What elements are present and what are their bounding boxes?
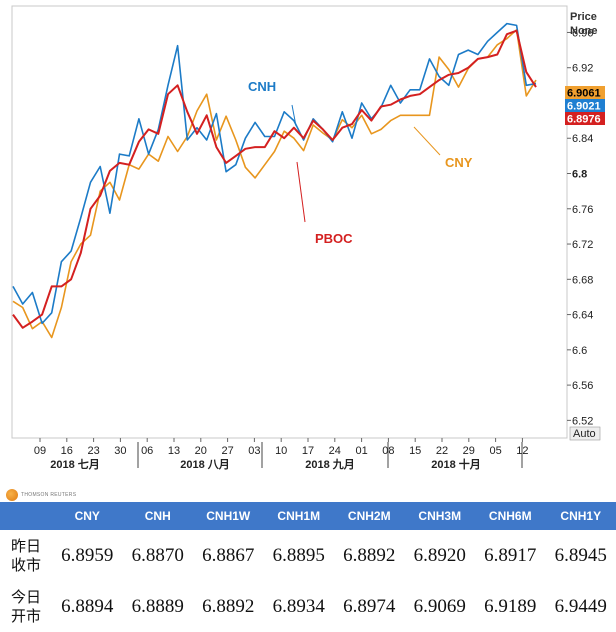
last-value-box [565,86,605,99]
x-tick-label: 23 [87,445,99,457]
column-header: CNH [122,502,193,530]
auto-scale-label: Auto [573,428,596,440]
logo-text: THOMSON REUTERS [21,492,77,498]
y-tick-label: 6.96 [572,27,593,39]
column-header: CNH1W [193,502,264,530]
table-cell: 6.9069 [404,581,475,632]
table-header-row: CNY CNH CNH1W CNH1M CNH2M CNH3M CNH6M CN… [0,502,616,530]
series-line-pboc [12,29,537,329]
table-cell: 6.8892 [334,530,405,581]
column-header: CNH2M [334,502,405,530]
table-cell: 6.9189 [475,581,546,632]
x-tick-label: 24 [329,445,341,457]
y-tick-label: 6.92 [572,63,593,75]
x-tick-label: 22 [436,445,448,457]
cny-series-label: CNY [445,155,473,170]
table-cell: 6.8870 [122,530,193,581]
y-tick-label: 6.64 [572,310,593,322]
y-tick-label: 6.56 [572,380,593,392]
x-tick-label: 05 [489,445,501,457]
y-tick-label: 6.72 [572,239,593,251]
chart-area: 6.966.926.886.846.86.766.726.686.646.66.… [11,5,605,471]
table-cell: 6.8867 [193,530,264,581]
auto-scale-button[interactable] [569,426,601,441]
y-tick-label: 6.6 [572,345,587,357]
header-empty-cell [0,502,52,530]
x-tick-label: 29 [463,445,475,457]
table-cell: 6.8959 [52,530,123,581]
table-cell: 6.8889 [122,581,193,632]
cnh-series-label: CNH [248,79,276,94]
column-header: CNH1M [263,502,334,530]
pboc-series-label: PBOC [315,231,353,246]
table-cell: 6.9449 [545,581,616,632]
cnh-label-pointer [291,104,297,127]
y-tick-label: 6.68 [572,274,593,286]
line-chart: 6.966.926.886.846.86.766.726.686.646.66.… [11,5,605,471]
column-header: CNH6M [475,502,546,530]
x-tick-label: 01 [355,445,367,457]
table-row: 今日 开市 6.8894 6.8889 6.8892 6.8934 6.8974 … [0,581,616,632]
plot-frame [11,5,568,439]
month-label: 2018 七月 [50,457,100,471]
x-tick-label: 20 [195,445,207,457]
x-tick-label: 15 [409,445,421,457]
rates-table: CNY CNH CNH1W CNH1M CNH2M CNH3M CNH6M CN… [0,502,616,632]
thomson-reuters-logo: THOMSON REUTERS [6,489,76,501]
y-tick-label: 6.76 [572,204,593,216]
table-cell: 6.8892 [193,581,264,632]
last-value-box [565,99,605,112]
row-label: 昨日 收市 [0,530,52,581]
table-cell: 6.8895 [263,530,334,581]
column-header: CNH3M [404,502,475,530]
x-tick-label: 16 [61,445,73,457]
row-label: 今日 开市 [0,581,52,632]
table-row: 昨日 收市 6.8959 6.8870 6.8867 6.8895 6.8892 … [0,530,616,581]
x-tick-label: 09 [34,445,46,457]
x-tick-label: 13 [168,445,180,457]
last-value-label: 6.9021 [567,101,601,113]
table-cell: 6.8920 [404,530,475,581]
table-cell: 6.8945 [545,530,616,581]
logo-mark-icon [6,489,18,501]
last-value-box [565,112,605,125]
x-tick-label: 10 [275,445,287,457]
y-tick-label: 6.84 [572,133,593,145]
price-header-line1: Price [570,11,597,23]
column-header: CNY [52,502,123,530]
table-cell: 6.8917 [475,530,546,581]
logo-row: THOMSON REUTERS [0,488,616,502]
series-line-cnh [12,22,537,325]
x-tick-label: 30 [114,445,126,457]
x-tick-label: 27 [221,445,233,457]
series-line-cny [12,28,537,339]
column-header: CNH1Y [545,502,616,530]
month-label: 2018 八月 [180,458,230,471]
x-tick-label: 17 [302,445,314,457]
month-label: 2018 十月 [431,457,481,471]
y-tick-label: 6.8 [572,169,587,181]
cny-label-pointer [413,126,441,156]
last-value-label: 6.8976 [567,114,601,126]
pboc-label-pointer [296,161,306,223]
table-cell: 6.8934 [263,581,334,632]
x-tick-label: 06 [141,445,153,457]
price-header-line2: None [570,25,598,37]
table-cell: 6.8974 [334,581,405,632]
table-cell: 6.8894 [52,581,123,632]
month-label: 2018 九月 [305,457,355,471]
x-tick-label: 03 [248,445,260,457]
last-value-label: 6.9061 [567,88,601,100]
y-tick-label: 6.52 [572,415,593,427]
